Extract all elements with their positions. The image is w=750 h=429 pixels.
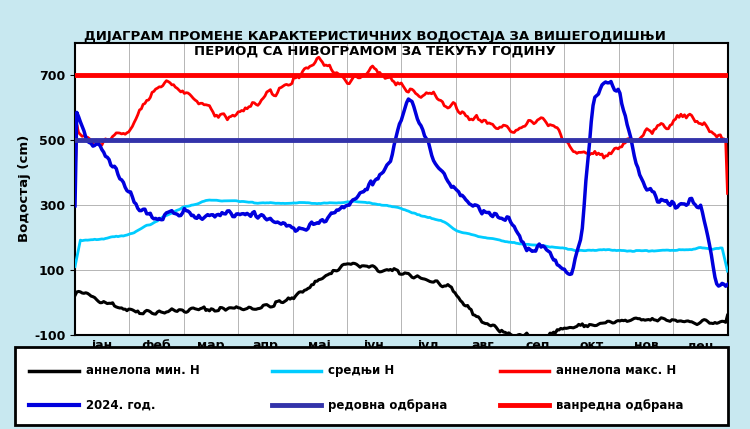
FancyBboxPatch shape: [15, 347, 728, 425]
Text: аннелопа макс. H: аннелопа макс. H: [556, 364, 676, 377]
Y-axis label: Водостај (cm): Водостај (cm): [18, 135, 31, 242]
Text: редовна одбрана: редовна одбрана: [328, 399, 448, 412]
Text: ДИЈАГРАМ ПРОМЕНЕ КАРАКТЕРИСТИЧНИХ ВОДОСТАЈА ЗА ВИШЕГОДИШЊИ
ПЕРИОД СА НИВОГРАМОМ : ДИЈАГРАМ ПРОМЕНЕ КАРАКТЕРИСТИЧНИХ ВОДОСТ…: [84, 30, 666, 58]
Text: ванредна одбрана: ванредна одбрана: [556, 399, 684, 412]
Text: 2024. год.: 2024. год.: [86, 399, 156, 412]
Text: аннелопа мин. H: аннелопа мин. H: [86, 364, 200, 377]
Text: средњи H: средњи H: [328, 364, 394, 377]
